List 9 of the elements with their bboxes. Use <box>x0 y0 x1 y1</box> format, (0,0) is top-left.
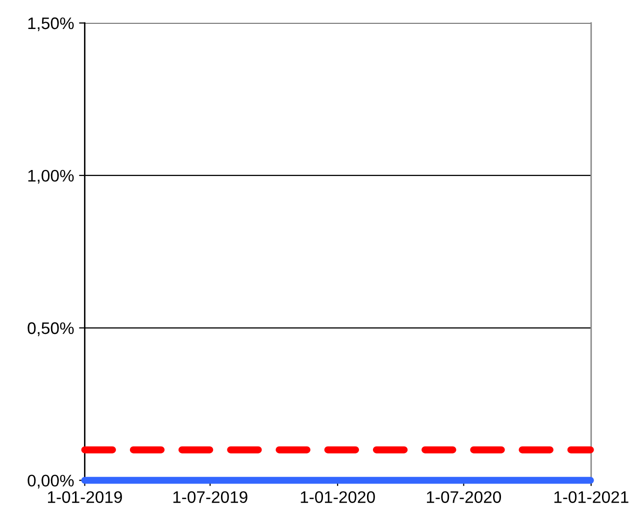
y-tick-label: 1,00% <box>28 170 74 184</box>
y-tick-label: 1,50% <box>28 17 74 32</box>
x-tick-label: 1-01-2020 <box>300 491 375 503</box>
x-tick-label: 1-01-2021 <box>554 491 628 503</box>
x-tick-label: 1-01-2019 <box>48 491 122 503</box>
x-tick-label: 1-07-2019 <box>173 491 248 503</box>
y-tick-label: 0,50% <box>28 322 74 336</box>
x-tick-label: 1-07-2020 <box>426 491 502 503</box>
y-tick-label: 0,00% <box>28 474 74 489</box>
